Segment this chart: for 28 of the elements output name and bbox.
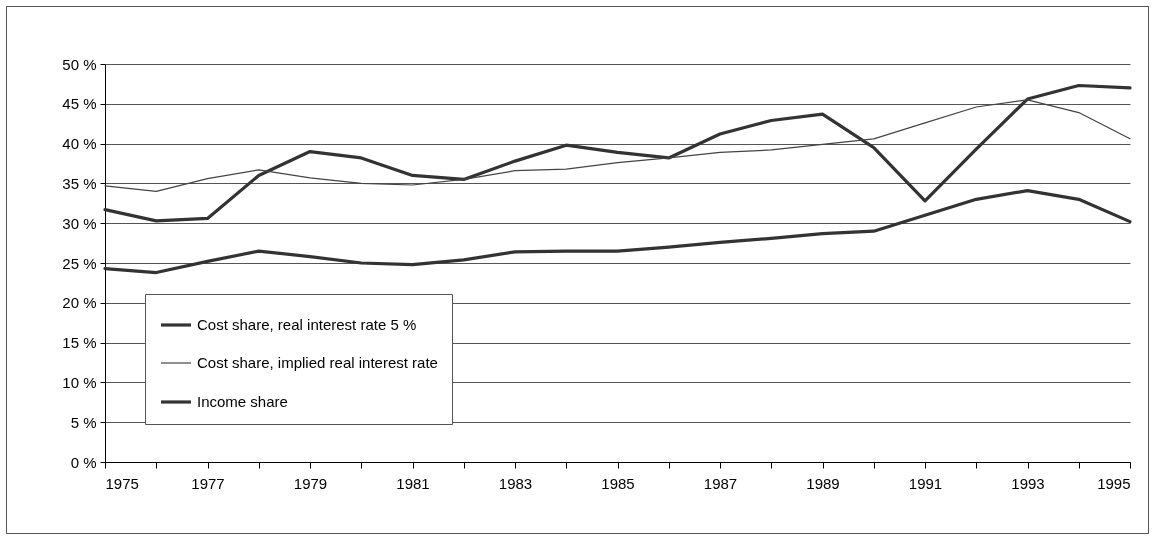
x-tick-label: 1995: [1097, 474, 1131, 492]
y-tick-label: 35 %: [62, 174, 97, 192]
line-series: [104, 99, 1131, 192]
y-tick-label: 40 %: [62, 135, 97, 153]
legend-label: Cost share, implied real interest rate: [197, 354, 438, 371]
x-tick-label: 1981: [396, 474, 430, 492]
y-tick-label: 45 %: [62, 95, 97, 113]
x-tick-label: 1989: [806, 474, 840, 492]
y-tick-label: 30 %: [62, 214, 97, 232]
y-tick-label: 5 %: [70, 413, 97, 431]
legend-label: Income share: [197, 393, 288, 410]
x-tick-label: 1991: [908, 474, 943, 492]
x-tick-label: 1987: [703, 474, 738, 492]
y-tick-label: 20 %: [62, 294, 97, 312]
x-tick-label: 1985: [601, 474, 635, 492]
x-tick-label: 1983: [498, 474, 533, 492]
y-tick-label: 25 %: [62, 254, 97, 272]
x-tick-label: 1979: [293, 474, 328, 492]
y-tick-label: 10 %: [62, 373, 97, 391]
x-tick-label: 1993: [1011, 474, 1045, 492]
line-series: [103, 188, 1132, 275]
x-tick-label: 1975: [105, 474, 139, 492]
line-series: [103, 83, 1132, 223]
legend-label: Cost share, real interest rate 5 %: [197, 316, 417, 333]
y-tick-label: 0 %: [70, 453, 97, 471]
y-tick-label: 50 %: [62, 55, 97, 73]
x-tick-label: 1977: [191, 474, 225, 492]
y-tick-label: 15 %: [62, 334, 97, 352]
